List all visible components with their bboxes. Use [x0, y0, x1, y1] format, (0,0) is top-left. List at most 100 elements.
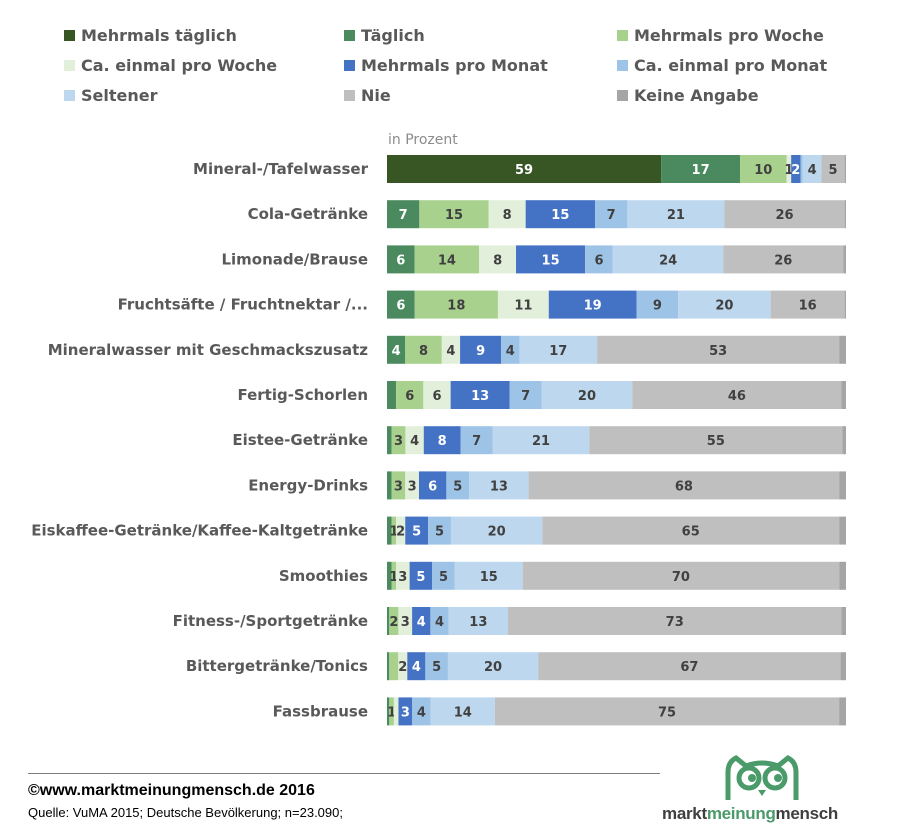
data-label: 53: [709, 344, 727, 359]
legend-item-mehrmals-pro-monat: Mehrmals pro Monat: [344, 56, 548, 75]
data-label: 20: [715, 299, 733, 314]
category-label: Fruchtsäfte / Fruchtnektar /...: [118, 296, 368, 314]
bar-segment-mehrmals-pro-woche: [389, 697, 394, 726]
bar-segment-nie: [597, 335, 840, 364]
data-label: 4: [446, 344, 455, 359]
bar-segment-keine-angabe: [844, 200, 846, 229]
bar-segment-täglich: [387, 471, 392, 500]
bar-segment-täglich: [387, 697, 390, 726]
data-label: 70: [672, 570, 690, 585]
data-label: 7: [472, 434, 481, 449]
category-label: Bittergetränke/Tonics: [186, 657, 368, 675]
bar-segment-täglich: [387, 426, 392, 455]
source-text: Quelle: VuMA 2015; Deutsche Bevölkerung;…: [28, 805, 343, 820]
category-label: Fertig-Schorlen: [237, 386, 368, 404]
bar-segment-seltener: [541, 381, 633, 409]
category-label: Mineralwasser mit Geschmackszusatz: [48, 341, 369, 359]
data-label: 15: [551, 208, 569, 223]
data-label: 13: [469, 615, 487, 630]
bar-segment-ca-einmal-pro-woche: [488, 200, 526, 229]
bar-segment-ca-einmal-pro-monat: [636, 290, 679, 319]
legend-label: Ca. einmal pro Woche: [81, 56, 278, 75]
data-label: 14: [438, 253, 456, 268]
category-label: Eiskaffee-Getränke/Kaffee-Kaltgetränke: [31, 522, 368, 540]
bar-segment-mehrmals-pro-woche: [740, 155, 787, 183]
bar-segment-ca-einmal-pro-woche: [398, 607, 413, 635]
data-label: 1: [389, 570, 398, 585]
bar-segment-mehrmals-pro-woche: [389, 652, 399, 681]
bar-segment-nie: [494, 697, 840, 726]
legend-item-ca-einmal-pro-monat: Ca. einmal pro Monat: [617, 56, 827, 75]
bar-segment-seltener: [447, 652, 539, 681]
legend-item-mehrmals-täglich: Mehrmals täglich: [64, 26, 237, 45]
legend-swatch: [64, 30, 75, 41]
bar-segment-ca-einmal-pro-monat: [425, 652, 448, 681]
bar-segment-ca-einmal-pro-monat: [595, 200, 628, 229]
data-label: 10: [754, 163, 772, 178]
legend-label: Mehrmals pro Woche: [634, 26, 824, 45]
bar-segment-nie: [770, 290, 845, 319]
bar-segment-keine-angabe: [839, 335, 846, 364]
data-label: 4: [808, 163, 817, 178]
bar-segment-täglich: [387, 516, 392, 545]
data-label: 5: [435, 525, 444, 540]
bar-segment-seltener: [627, 200, 725, 229]
bar-segment-seltener: [454, 561, 523, 590]
data-label: 13: [490, 479, 508, 494]
data-label: 24: [659, 253, 677, 268]
data-label: 8: [438, 434, 447, 449]
bar-segment-mehrmals-pro-monat: [412, 607, 431, 635]
bar-segment-mehrmals-pro-monat: [548, 290, 637, 319]
legend-swatch: [344, 30, 355, 41]
data-label: 1: [387, 705, 396, 720]
data-label: 59: [515, 163, 533, 178]
data-label: 65: [682, 525, 700, 540]
legend-swatch: [617, 60, 628, 71]
bar-segment-ca-einmal-pro-monat: [432, 561, 455, 590]
bar-segment-ca-einmal-pro-monat: [430, 607, 449, 635]
bar-segment-mehrmals-pro-monat: [460, 335, 502, 364]
data-label: 7: [521, 389, 530, 404]
bar-segment-täglich: [387, 561, 392, 590]
data-label: 16: [799, 299, 817, 314]
bar-segment-seltener: [519, 335, 598, 364]
bar-segment-mehrmals-täglich: [387, 155, 662, 183]
data-label: 1: [784, 163, 793, 178]
bar-segment-nie: [528, 471, 840, 500]
bar-segment-nie: [821, 155, 845, 183]
bar-segment-mehrmals-pro-woche: [391, 561, 397, 590]
data-label: 73: [666, 615, 684, 630]
data-label: 4: [435, 615, 444, 630]
data-label: 9: [653, 299, 662, 314]
data-label: 8: [493, 253, 502, 268]
category-label: Energy-Drinks: [248, 476, 368, 494]
bar-segment-mehrmals-pro-woche: [414, 290, 498, 319]
legend-item-keine-angabe: Keine Angabe: [617, 86, 759, 105]
bar-segment-ca-einmal-pro-woche: [497, 290, 549, 319]
bar-segment-ca-einmal-pro-monat: [428, 516, 451, 545]
bar-segment-täglich: [661, 155, 741, 183]
data-label: 5: [453, 479, 462, 494]
data-label: 20: [488, 525, 506, 540]
data-label: 3: [401, 705, 410, 720]
legend-swatch: [617, 90, 628, 101]
bar-segment-ca-einmal-pro-woche: [405, 426, 424, 455]
bar-segment-seltener: [469, 471, 529, 500]
bar-segment-täglich: [387, 245, 415, 274]
bar-segment-ca-einmal-pro-woche: [786, 155, 792, 183]
data-label: 26: [775, 208, 793, 223]
category-label: Smoothies: [279, 567, 368, 585]
legend-swatch: [617, 30, 628, 41]
bar-segment-ca-einmal-pro-woche: [393, 697, 399, 726]
data-label: 5: [412, 525, 421, 540]
data-label: 2: [791, 163, 800, 178]
bar-segment-ca-einmal-pro-woche: [441, 335, 461, 364]
logo-part-mensch: mensch: [775, 804, 839, 823]
data-label: 4: [417, 615, 426, 630]
bar-segment-ca-einmal-pro-woche: [396, 561, 410, 590]
data-label: 4: [417, 705, 426, 720]
bar-segment-keine-angabe: [839, 561, 846, 590]
bar-segment-keine-angabe: [841, 381, 846, 409]
data-label: 55: [707, 434, 725, 449]
bar-segment-mehrmals-pro-monat: [450, 381, 510, 409]
